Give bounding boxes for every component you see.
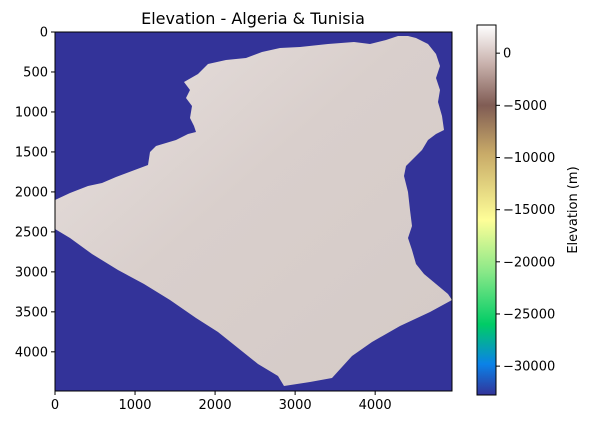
colorbar-tick-label: −20000 — [503, 255, 555, 270]
colorbar-tick-label: −25000 — [503, 307, 555, 322]
colorbar-tick-label: −30000 — [503, 360, 555, 375]
y-tick-label: 1500 — [15, 145, 48, 160]
colorbar-tick-label: −5000 — [503, 99, 547, 114]
x-tick-label: 1000 — [118, 398, 151, 413]
x-tick-label: 4000 — [359, 398, 392, 413]
y-tick-label: 4000 — [15, 345, 48, 360]
colorbar-ticks: 0 −5000 −10000 −15000 −20000 −25000 −30000 — [496, 47, 555, 375]
y-tick-label: 0 — [40, 26, 48, 41]
x-axis: 0 1000 2000 3000 4000 — [51, 391, 392, 413]
plot-area — [54, 31, 453, 392]
chart-title: Elevation - Algeria & Tunisia — [141, 9, 365, 28]
y-axis: 0 500 1000 1500 2000 2500 3000 3500 4000 — [15, 26, 55, 360]
plot-frame — [54, 31, 453, 392]
y-tick-label: 500 — [23, 65, 48, 80]
x-tick-label: 0 — [51, 398, 59, 413]
y-tick-label: 1000 — [15, 105, 48, 120]
x-tick-label: 3000 — [279, 398, 312, 413]
x-tick-label: 2000 — [199, 398, 232, 413]
colorbar-tick-label: 0 — [503, 47, 511, 62]
land-region-algeria-tunisia — [55, 36, 452, 386]
y-tick-label: 3500 — [15, 305, 48, 320]
y-tick-label: 2500 — [15, 225, 48, 240]
y-tick-label: 3000 — [15, 265, 48, 280]
colorbar-tick-label: −15000 — [503, 203, 555, 218]
colorbar: 0 −5000 −10000 −15000 −20000 −25000 −30000 Ele… — [476, 24, 581, 396]
y-tick-label: 2000 — [15, 185, 48, 200]
colorbar-bar — [476, 24, 497, 396]
colorbar-tick-label: −10000 — [503, 151, 555, 166]
colorbar-label: Elevation (m) — [566, 166, 581, 253]
